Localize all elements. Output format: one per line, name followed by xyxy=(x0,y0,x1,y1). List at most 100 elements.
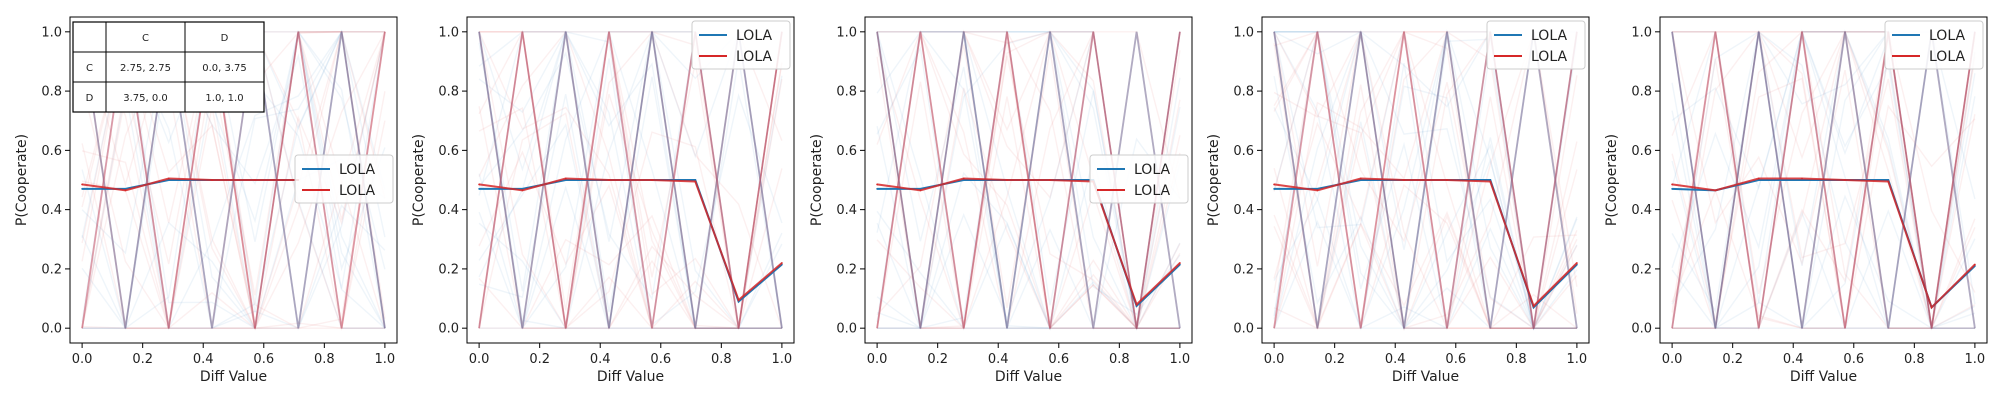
run-line xyxy=(1671,31,1976,329)
run-line xyxy=(81,29,385,329)
run-line xyxy=(479,131,782,329)
x-axis-title: Diff Value xyxy=(597,369,664,385)
x-tick-label: 0.6 xyxy=(650,352,671,367)
run-line xyxy=(1671,31,1976,330)
data-point xyxy=(1403,179,1405,181)
run-line xyxy=(876,31,1180,329)
series-line-2 xyxy=(1671,177,1976,310)
run-line xyxy=(1273,43,1578,329)
background-runs xyxy=(1671,29,1976,331)
payoff-table: C D C 2.75, 2.75 0.0, 3.75 D 3.75, 0.0 1.0, 1.0 xyxy=(72,21,265,113)
data-point xyxy=(651,179,653,181)
run-line xyxy=(876,31,1181,329)
run-line xyxy=(81,31,386,331)
data-point xyxy=(1178,262,1181,264)
run-line xyxy=(478,31,782,330)
x-tick-label: 0.8 xyxy=(1506,352,1527,367)
data-point xyxy=(478,187,481,190)
data-point xyxy=(919,189,922,192)
x-tick-label: 0.2 xyxy=(529,352,550,367)
data-point xyxy=(1973,263,1976,266)
legend-label: LOLA xyxy=(1531,49,1567,65)
run-line xyxy=(1273,31,1577,330)
run-line xyxy=(1672,31,1975,329)
run-line xyxy=(1273,31,1578,329)
payoff-cell: 0.0, 3.75 xyxy=(202,63,247,74)
run-line xyxy=(1274,31,1577,329)
data-point xyxy=(1714,189,1717,192)
legend-label: LOLA xyxy=(736,28,772,44)
run-line xyxy=(478,29,783,331)
run-line xyxy=(1671,31,1976,329)
y-tick-label: 0.0 xyxy=(1631,322,1652,337)
y-tick-label: 0.8 xyxy=(438,85,459,100)
run-line xyxy=(479,31,783,330)
run-line xyxy=(876,29,1181,329)
run-line xyxy=(478,31,783,329)
y-tick-label: 1.0 xyxy=(438,25,459,40)
x-tick-label: 0.8 xyxy=(314,352,335,367)
run-line xyxy=(876,31,1181,329)
data-point xyxy=(254,179,256,181)
run-line xyxy=(1273,31,1578,331)
y-axis-title: P(Cooperate) xyxy=(1604,134,1620,226)
legend: LOLA LOLA xyxy=(1089,154,1189,204)
run-line xyxy=(82,29,386,329)
data-point xyxy=(1135,303,1138,306)
run-line xyxy=(876,30,1181,329)
legend-label: LOLA xyxy=(1929,28,1965,44)
data-point xyxy=(1273,183,1276,186)
data-point xyxy=(780,262,783,264)
run-line xyxy=(81,30,385,329)
run-line xyxy=(1672,31,1976,329)
run-line xyxy=(1274,29,1578,331)
payoff-table-box xyxy=(72,21,265,113)
series-line-2 xyxy=(81,177,299,192)
run-line xyxy=(478,29,783,329)
x-tick-label: 0.6 xyxy=(1048,352,1069,367)
y-tick-label: 0.8 xyxy=(1233,85,1254,100)
run-line xyxy=(876,81,1180,330)
y-tick-label: 0.2 xyxy=(438,262,459,277)
run-line xyxy=(478,31,783,330)
x-tick-label: 0.8 xyxy=(1109,352,1130,367)
run-line xyxy=(82,29,386,329)
run-line xyxy=(478,31,782,330)
x-tick-label: 1.0 xyxy=(1965,352,1986,367)
series-line-2 xyxy=(478,177,783,302)
run-line xyxy=(877,31,1181,331)
run-line xyxy=(1671,31,1975,329)
run-line xyxy=(1273,31,1577,329)
run-line xyxy=(1273,31,1578,329)
run-line xyxy=(1671,29,1976,329)
x-tick-label: 0.4 xyxy=(193,352,214,367)
run-line xyxy=(478,30,783,329)
data-point xyxy=(1757,177,1760,180)
panel-4: 0.0 0.2 0.4 0.6 0.8 1.0 0.0 0.2 0.4 0.6 0.8 1.0 Diff… xyxy=(1206,16,1590,385)
run-line xyxy=(1671,31,1976,331)
run-line xyxy=(1273,107,1578,331)
y-tick-label: 0.2 xyxy=(836,262,857,277)
y-tick-label: 0.4 xyxy=(836,203,857,218)
x-tick-label: 0.0 xyxy=(72,352,93,367)
y-tick-label: 0.2 xyxy=(1233,262,1254,277)
legend-label: LOLA xyxy=(339,183,375,199)
panel-3: 0.0 0.2 0.4 0.6 0.8 1.0 0.0 0.2 0.4 0.6 0.8 1.0 Diff… xyxy=(809,16,1193,385)
plot-frame xyxy=(1659,16,1988,344)
y-tick-label: 0.2 xyxy=(1631,262,1652,277)
run-line xyxy=(1273,29,1578,330)
data-point xyxy=(478,183,481,186)
run-line xyxy=(1273,31,1578,331)
data-point xyxy=(564,177,567,180)
y-tick-label: 1.0 xyxy=(1233,25,1254,40)
run-line xyxy=(876,31,1181,330)
data-point xyxy=(1273,187,1276,190)
panel-2: 0.0 0.2 0.4 0.6 0.8 1.0 0.0 0.2 0.4 0.6 0.8 1.0 Diff… xyxy=(411,16,795,385)
x-tick-label: 0.0 xyxy=(1662,352,1683,367)
x-tick-label: 1.0 xyxy=(772,352,793,367)
run-line xyxy=(1671,29,1975,329)
data-point xyxy=(1801,177,1803,180)
run-line xyxy=(876,30,1180,329)
run-line xyxy=(877,31,1181,329)
y-tick-label: 0.8 xyxy=(1631,85,1652,100)
